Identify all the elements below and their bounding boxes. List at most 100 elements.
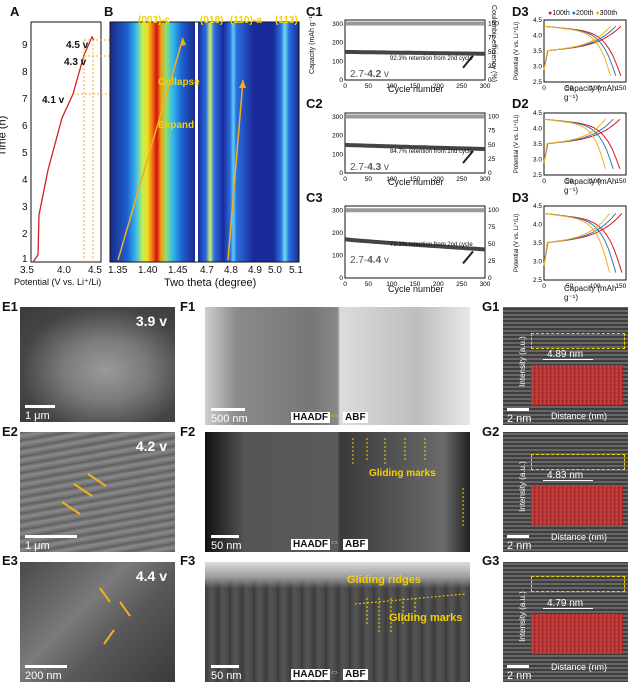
cycling-y2tick: 100: [488, 114, 499, 121]
voltage-ytick: 4.0: [533, 33, 542, 40]
voltage-ylabel: Potential (V vs. Li⁺/Li): [513, 214, 520, 272]
panel-label-c1: C1: [306, 4, 323, 19]
panel-c-ylabel: Capacity (mAh g⁻¹): [309, 13, 317, 75]
cycling-frame: [344, 19, 486, 81]
panel-b-xtick: 4.7: [200, 265, 214, 276]
voltage-ytick: 2.5: [533, 277, 542, 284]
cycling-y2tick: 75: [488, 128, 496, 135]
voltage-ytick: 4.5: [533, 203, 542, 210]
panel-label-f3: F3: [180, 553, 196, 568]
capacity-series: [344, 49, 486, 56]
panel-a-ytick: 1: [22, 254, 28, 265]
panel-b-expand-label: Expand: [158, 120, 195, 131]
panel-a-xtick: 3.5: [20, 265, 34, 276]
tem-scalebar: 50 nm: [211, 670, 242, 682]
voltage-xtick: 150: [615, 85, 626, 92]
cycling-xtick: 150: [410, 281, 421, 288]
panel-label-d1: D3: [512, 4, 529, 19]
capacity-series: [344, 237, 486, 252]
cycling-xtick: 100: [386, 281, 397, 288]
cycling-xtick: 150: [410, 176, 421, 183]
hrtem-image-g3: 4.79 nm Intensity (a.u.) Distance (nm) 2…: [503, 562, 628, 682]
voltage-frame: [543, 19, 627, 83]
voltage-ytick: 4.0: [533, 126, 542, 133]
voltage-xtick: 50: [566, 178, 574, 185]
voltage-ytick: 3.0: [533, 64, 542, 71]
tem-note-ridges: Gliding ridges: [347, 574, 421, 586]
panel-b-xtick: 1.35: [108, 265, 128, 276]
panel-label-c2: C2: [306, 96, 323, 111]
panel-label-e2: E2: [2, 424, 18, 439]
hrtem-xlabel: Distance (nm): [551, 532, 608, 542]
panel-a-annotation-41: 4.1 v: [42, 95, 65, 106]
panel-a-ytick: 9: [22, 40, 28, 51]
voltage-ytick: 4.5: [533, 110, 542, 117]
cycling-frame: [344, 112, 486, 174]
panel-d2-xlabel: Capacity (mAh g⁻¹): [564, 177, 617, 195]
cycling-ytick: 300: [332, 21, 343, 28]
cycling-ytick: 300: [332, 114, 343, 121]
cycling-frame: [344, 205, 486, 279]
tem-note: Gliding marks: [369, 468, 436, 479]
panel-c2-xlabel: Cycle number: [388, 177, 444, 187]
legend-dot-300: ●: [595, 10, 600, 17]
panel-b-peak-110a: (110)-a: [230, 15, 262, 26]
hrtem-scalebar: 2 nm: [507, 540, 532, 552]
panel-d-voltage-profiles: 0 50 100 150 2.5 3.0 3.5 4.0 4.5 Potential (V vs.…: [513, 17, 627, 290]
voltage-ytick: 2.5: [533, 79, 542, 86]
cycling-ytick: 200: [332, 230, 343, 237]
charge-curve: [543, 25, 611, 70]
sem-image-4-4v: 4.4 v 200 nm: [20, 562, 175, 682]
cycling-ytick: 0: [339, 77, 343, 84]
panel-c1-xlabel: Cycle number: [388, 84, 444, 94]
panel-a-ytick: 6: [22, 121, 28, 132]
cycling-ytick: 0: [339, 275, 343, 282]
hrtem-image-g1: 4.89 nm Intensity (a.u.) Distance (nm) 2…: [503, 307, 628, 425]
voltage-frame: [543, 205, 627, 281]
panel-b-peak-113: (113): [275, 15, 298, 26]
panel-a-xtick: 4.5: [88, 265, 102, 276]
panel-b-peak-003c: (003)-c: [138, 15, 171, 26]
panel-c1-retention: 92.3% retention from 2nd cycle: [390, 56, 473, 62]
panel-c1-range: 2.7-4.2 v: [350, 69, 389, 80]
panel-a-ytick: 7: [22, 94, 28, 105]
voltage-xtick: 100: [590, 178, 601, 185]
hrtem-ylabel: Intensity (a.u.): [517, 336, 527, 387]
panel-b-xtick: 1.45: [168, 265, 188, 276]
panel-b-in-situ-xrd-contour-right: [198, 22, 299, 262]
haadf-tag: HAADF: [291, 412, 330, 423]
cycling-y2tick: 50: [488, 241, 496, 248]
panel-label-g3: G3: [482, 553, 500, 568]
cycling-xtick: 300: [480, 281, 491, 288]
discharge-curve: [543, 118, 606, 169]
voltage-ylabel: Potential (V vs. Li⁺/Li): [513, 115, 520, 173]
panel-b-collapse-label: Collapse: [158, 77, 200, 88]
cycling-y2tick: 50: [488, 49, 496, 56]
hrtem-ylabel: Intensity (a.u.): [517, 591, 527, 642]
panel-label-d3: D3: [512, 190, 529, 205]
cycling-xtick: 100: [386, 83, 397, 90]
cycling-xtick: 0: [343, 281, 347, 288]
cycling-xtick: 250: [456, 281, 467, 288]
panel-a-ytick: 8: [22, 67, 28, 78]
cycling-xtick: 300: [480, 83, 491, 90]
sem-voltage-label: 3.9 v: [135, 313, 167, 329]
panel-c-y2label: Coulombic efficiency (%): [489, 5, 497, 82]
abf-tag: ABF: [343, 412, 368, 423]
panel-b-xtick: 1.40: [138, 265, 158, 276]
panel-label-b: B: [104, 4, 114, 19]
panel-a-xlabel: Potential (V vs. Li⁺/Li): [14, 277, 102, 287]
discharge-curve: [543, 212, 623, 273]
hrtem-distance: 4.79 nm: [547, 598, 584, 609]
cycling-xtick: 50: [365, 281, 373, 288]
tem-scalebar: 500 nm: [211, 413, 248, 425]
charge-curve: [543, 118, 606, 163]
cycling-xtick: 250: [456, 83, 467, 90]
panel-label-c3: C3: [306, 190, 323, 205]
charge-curve: [543, 213, 610, 266]
abf-tag: ABF: [343, 539, 368, 550]
capacity-series: [344, 142, 486, 151]
discharge-curve: [543, 25, 612, 76]
cycling-xtick: 50: [365, 176, 373, 183]
voltage-xtick: 0: [542, 283, 546, 290]
